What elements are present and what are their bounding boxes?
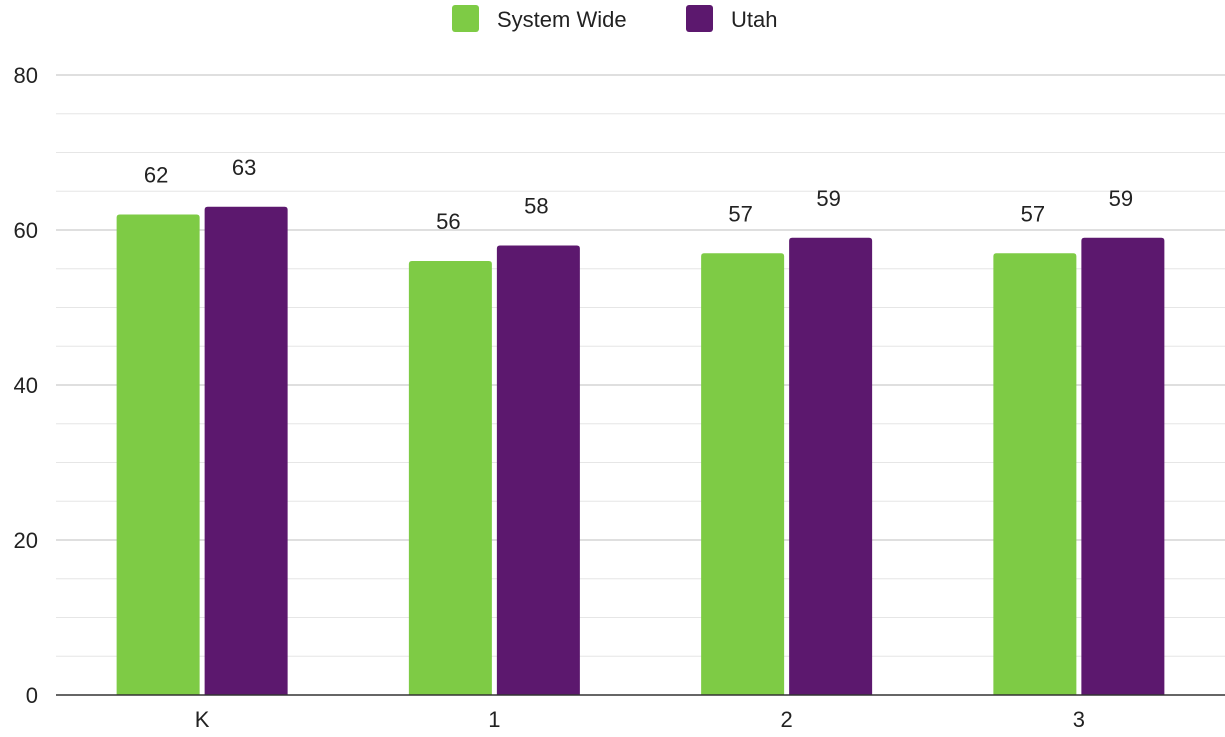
y-tick-label: 60 xyxy=(14,218,38,243)
bar-utah-k xyxy=(204,206,288,695)
legend: System Wide Utah xyxy=(452,5,777,32)
bars xyxy=(116,206,1165,695)
legend-label: System Wide xyxy=(497,7,627,32)
legend-swatch-utah xyxy=(686,5,713,32)
x-tick-label: K xyxy=(195,707,210,732)
x-tick-label: 1 xyxy=(488,707,500,732)
data-label: 62 xyxy=(144,163,168,188)
legend-swatch-system-wide xyxy=(452,5,479,32)
y-tick-label: 80 xyxy=(14,63,38,88)
y-tick-label: 0 xyxy=(26,683,38,708)
axes: 0 20 40 60 80 K 1 2 3 xyxy=(14,63,1225,732)
data-label: 63 xyxy=(232,155,256,180)
data-label: 57 xyxy=(1021,201,1045,226)
data-labels: 62 63 56 58 57 59 57 59 xyxy=(144,155,1133,234)
y-tick-label: 40 xyxy=(14,373,38,398)
legend-label: Utah xyxy=(731,7,777,32)
data-label: 56 xyxy=(436,209,460,234)
data-label: 59 xyxy=(816,186,840,211)
bar-system-wide-k xyxy=(116,214,200,695)
bar-system-wide-3 xyxy=(993,253,1077,695)
y-tick-label: 20 xyxy=(14,528,38,553)
data-label: 57 xyxy=(728,201,752,226)
data-label: 59 xyxy=(1109,186,1133,211)
bar-utah-3 xyxy=(1081,237,1165,695)
bar-utah-2 xyxy=(789,237,873,695)
x-tick-label: 3 xyxy=(1073,707,1085,732)
bar-system-wide-2 xyxy=(701,253,785,695)
bar-utah-1 xyxy=(496,245,580,695)
data-label: 58 xyxy=(524,194,548,219)
bar-system-wide-1 xyxy=(408,261,492,695)
x-tick-label: 2 xyxy=(781,707,793,732)
